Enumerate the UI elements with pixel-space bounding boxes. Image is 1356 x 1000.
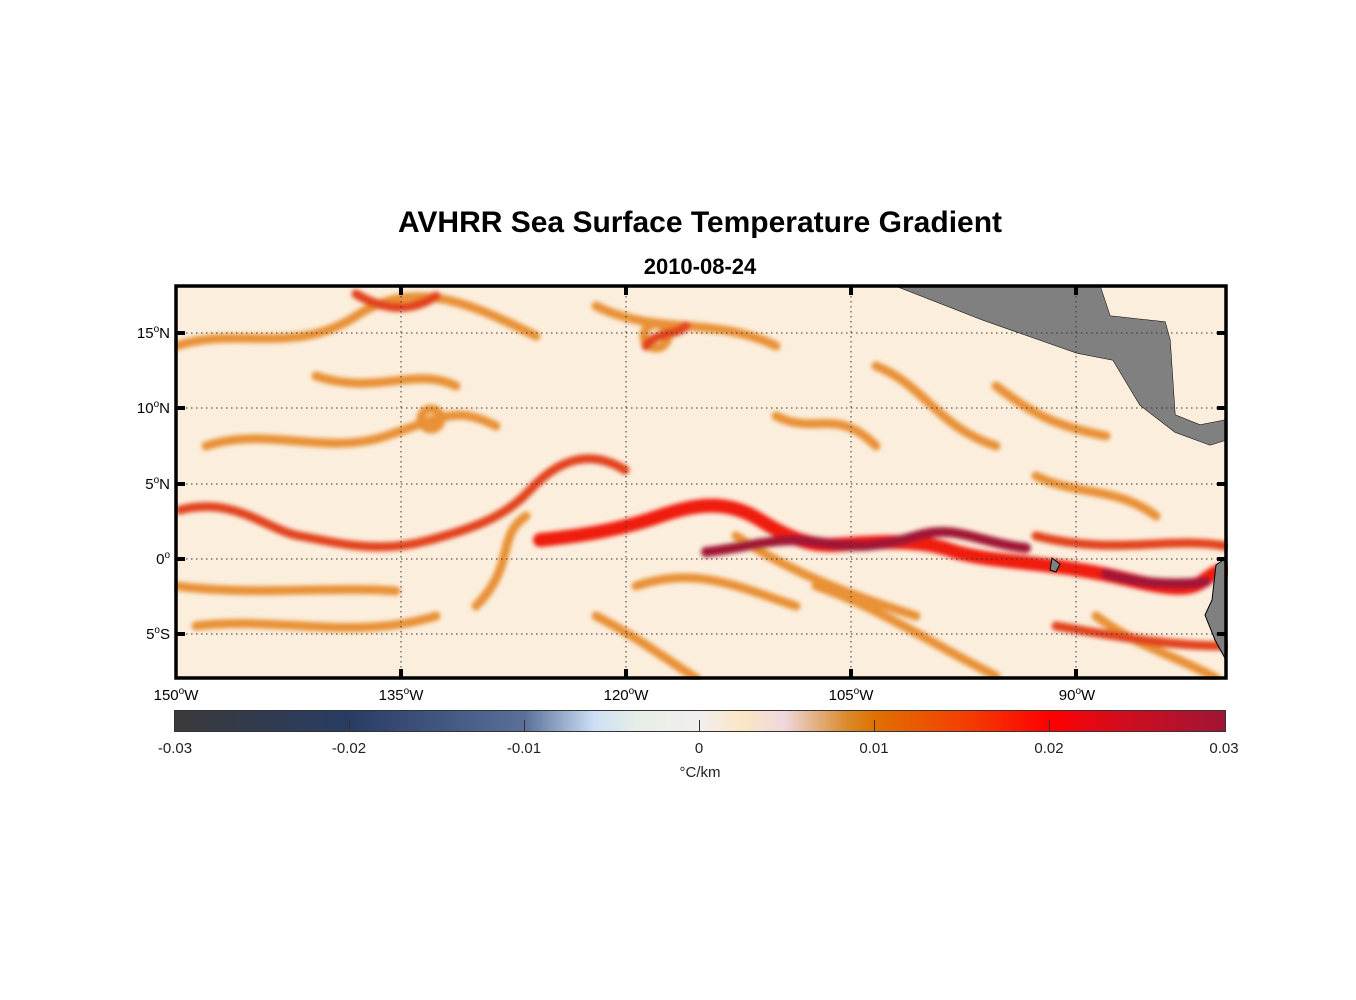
colorbar-tick xyxy=(524,720,525,731)
x-tick-label: 150oW xyxy=(153,686,199,704)
y-tick-label: 0o xyxy=(156,550,170,568)
colorbar-tick xyxy=(874,720,875,731)
gridlines xyxy=(176,286,1226,678)
chart-subtitle: 2010-08-24 xyxy=(643,254,757,279)
colorbar-tick-label: 0.02 xyxy=(1034,740,1064,757)
map-frame xyxy=(174,284,1228,680)
y-tick-label: 5oN xyxy=(145,475,170,493)
x-tick-label: 90oW xyxy=(1058,686,1096,704)
chart-title: AVHRR Sea Surface Temperature Gradient xyxy=(397,206,1003,239)
sst-gradient-map xyxy=(174,284,1228,680)
colorbar-tick xyxy=(349,720,350,731)
gradient-field xyxy=(174,289,1228,680)
colorbar-tick xyxy=(699,720,700,731)
colorbar-tick-label: -0.02 xyxy=(331,740,367,757)
colorbar-tick-label: -0.03 xyxy=(157,740,193,757)
y-tick-label: 5oS xyxy=(146,625,170,643)
y-tick-label: 10oN xyxy=(136,399,170,417)
x-tick-label: 105oW xyxy=(828,686,874,704)
colorbar-tick xyxy=(1049,720,1050,731)
x-tick-label: 120oW xyxy=(603,686,649,704)
colorbar-unit-label: °C/km xyxy=(679,764,721,781)
y-tick-label: 15oN xyxy=(136,324,170,342)
x-tick-label: 135oW xyxy=(378,686,424,704)
colorbar-tick-label: 0.03 xyxy=(1209,740,1239,757)
colorbar-tick-label: 0.01 xyxy=(859,740,889,757)
colorbar xyxy=(174,710,1226,732)
colorbar-tick-label: 0 xyxy=(694,740,704,757)
colorbar-tick-label: -0.01 xyxy=(506,740,542,757)
galapagos-land xyxy=(1049,557,1061,573)
